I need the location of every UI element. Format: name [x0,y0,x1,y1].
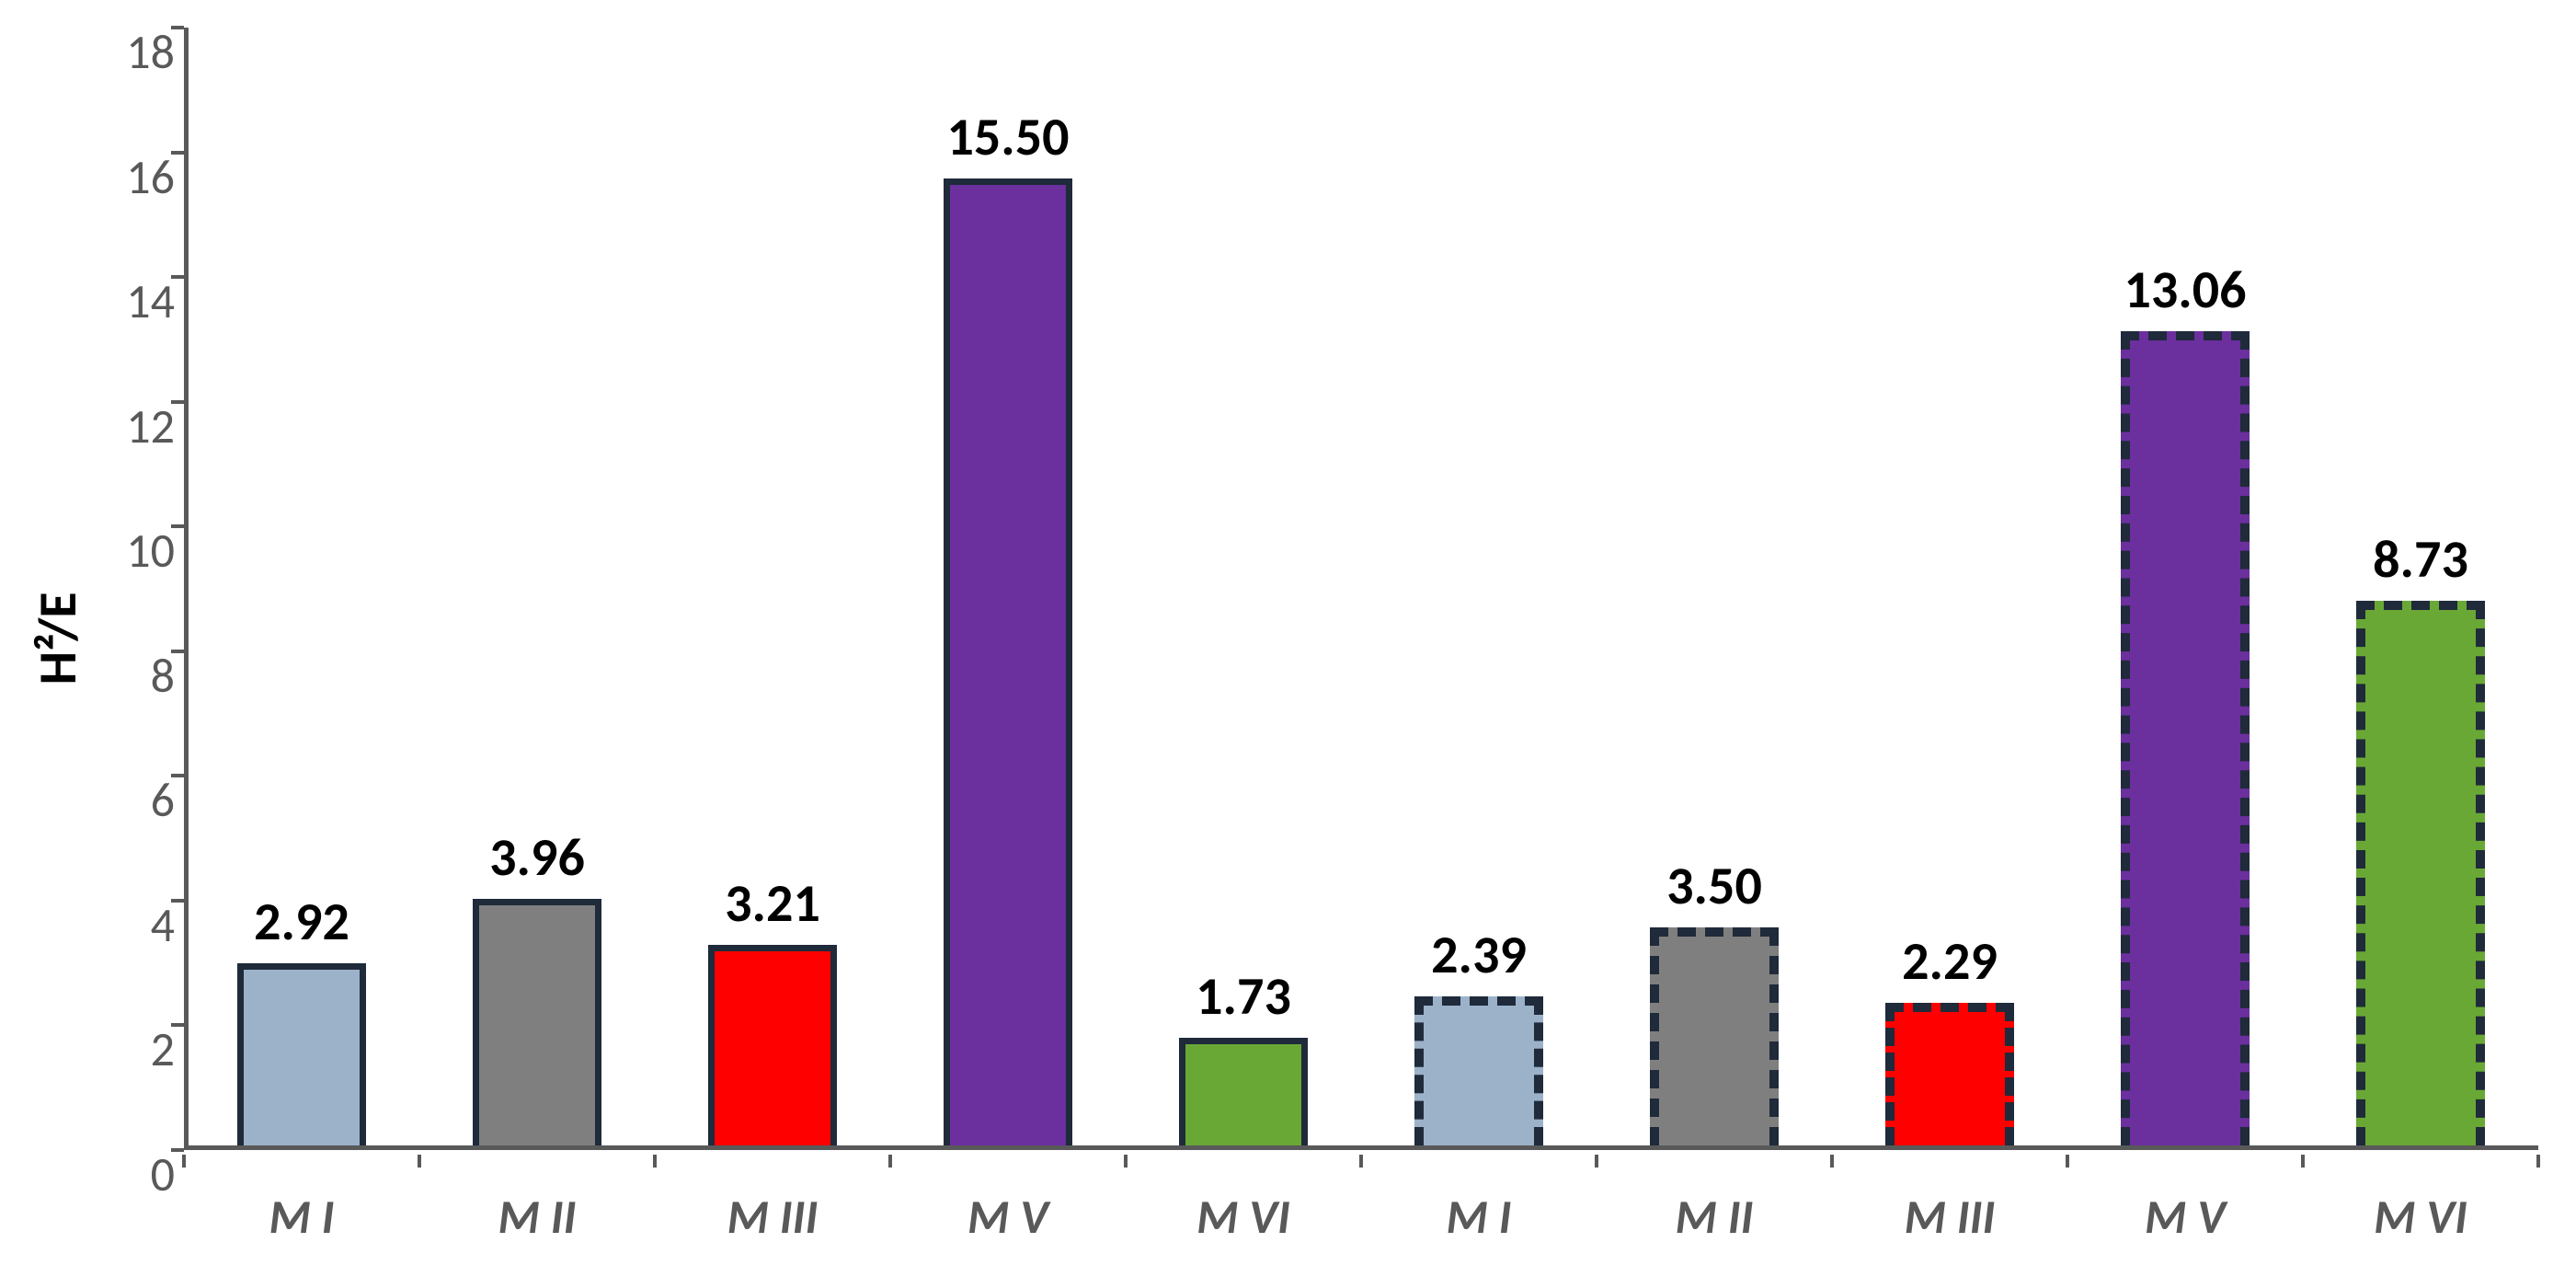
bar [473,899,601,1145]
x-tick-mark [418,1155,421,1168]
x-category-label: M III [727,1187,819,1246]
bar [708,945,837,1145]
y-tick-label: 6 [83,770,175,829]
bar-value-label: 3.50 [1595,853,1834,918]
x-category-label: M V [967,1187,1048,1246]
y-tick-label: 14 [83,271,175,330]
y-tick-mark [171,275,184,279]
y-tick-label: 16 [83,147,175,206]
y-tick-label: 2 [83,1019,175,1078]
bar-value-label: 1.73 [1124,963,1363,1029]
bars-group: 2.923.963.21 15.50 1.732.393.50 2.29 13.06 8.… [184,28,2538,1150]
y-tick-mark [171,1148,184,1152]
x-category-label: M II [1676,1187,1754,1246]
y-tick-label: 10 [83,521,175,580]
y-tick-mark [171,524,184,528]
x-tick-mark [1359,1155,1363,1168]
x-ticks [184,1155,2538,1168]
x-category-label: M VI [1196,1187,1290,1246]
bar [1650,927,1779,1145]
x-category-label: M V [2145,1187,2226,1246]
x-tick-mark [888,1155,892,1168]
bar [1414,996,1543,1145]
y-tick-label: 18 [83,22,175,81]
bar-value-label: 3.96 [418,824,657,890]
x-category-label: M I [1446,1187,1511,1246]
x-tick-mark [1124,1155,1128,1168]
x-category-label: M VI [2374,1187,2467,1246]
y-tick-label: 0 [83,1145,175,1203]
bar [1179,1038,1308,1145]
x-category-label: M I [269,1187,334,1246]
bar-value-label: 8.73 [2301,526,2540,592]
bar [2121,331,2250,1145]
x-category-label: M III [1905,1187,1996,1246]
y-tick-mark [171,650,184,653]
bar [2356,601,2485,1145]
bar-value-label: 2.92 [182,889,421,954]
bar-value-label: 15.50 [888,104,1128,169]
bar-value-label: 2.39 [1359,922,1598,987]
x-tick-mark [2301,1155,2305,1168]
plot-area: 024681012141618 2.923.963.2115.501.732.3… [184,28,2538,1150]
bar-value-label: 3.21 [653,870,892,936]
x-tick-mark [1830,1155,1834,1168]
bar [1885,1003,2014,1145]
y-tick-label: 12 [83,397,175,455]
y-tick-mark [171,1023,184,1027]
y-axis-label: H²/E [25,592,90,685]
x-tick-mark [2066,1155,2069,1168]
bar [237,963,366,1145]
y-tick-label: 8 [83,646,175,705]
y-tick-mark [171,400,184,404]
x-axis-line [184,1145,2538,1150]
bar-value-label: 2.29 [1830,928,2069,994]
x-tick-mark [1595,1155,1598,1168]
y-tick-label: 4 [83,895,175,954]
y-tick-mark [171,26,184,29]
bar [944,178,1072,1145]
x-tick-mark [653,1155,657,1168]
bar-value-label: 13.06 [2066,257,2305,322]
y-tick-mark [171,774,184,777]
x-tick-mark [2536,1155,2540,1168]
bar-chart: H²/E 0 2 4 6 8 10 12 14 16 18 2.923.963.21 15.50 1.… [0,0,2576,1277]
x-category-label: M II [498,1187,577,1246]
y-tick-mark [171,151,184,155]
x-tick-mark [182,1155,186,1168]
